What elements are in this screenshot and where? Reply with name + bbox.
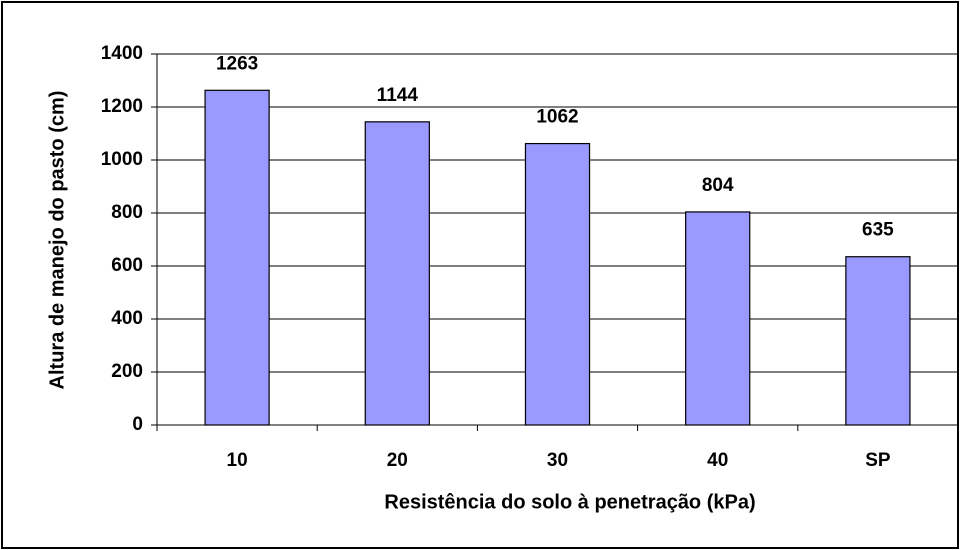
bar — [524, 142, 591, 426]
x-tick-label: 30 — [547, 450, 568, 471]
y-tick-label: 200 — [111, 361, 143, 382]
x-tick-label: 40 — [707, 450, 728, 471]
y-tick-label: 400 — [111, 308, 143, 329]
data-label: 1263 — [216, 53, 258, 74]
data-label: 635 — [862, 220, 894, 241]
data-label: 804 — [702, 175, 734, 196]
y-tick-label: 1400 — [101, 43, 143, 64]
y-tick-label: 0 — [132, 414, 143, 435]
data-label: 1144 — [377, 85, 419, 106]
bar — [685, 211, 751, 426]
y-axis-label: Altura de manejo do pasto (cm) — [46, 91, 68, 390]
x-tick-label: SP — [865, 450, 891, 471]
y-tick-label: 600 — [111, 255, 143, 276]
data-label: 1062 — [536, 107, 578, 128]
x-tick-label: 20 — [387, 450, 408, 471]
bar — [845, 256, 911, 426]
x-axis-label: Resistência do solo à penetração (kPa) — [384, 491, 755, 513]
y-tick-label: 800 — [111, 202, 143, 223]
bar — [364, 121, 430, 426]
y-tick-label: 1000 — [101, 149, 143, 170]
bar — [204, 89, 270, 426]
y-tick-label: 1200 — [101, 96, 143, 117]
x-tick-label: 10 — [227, 450, 248, 471]
